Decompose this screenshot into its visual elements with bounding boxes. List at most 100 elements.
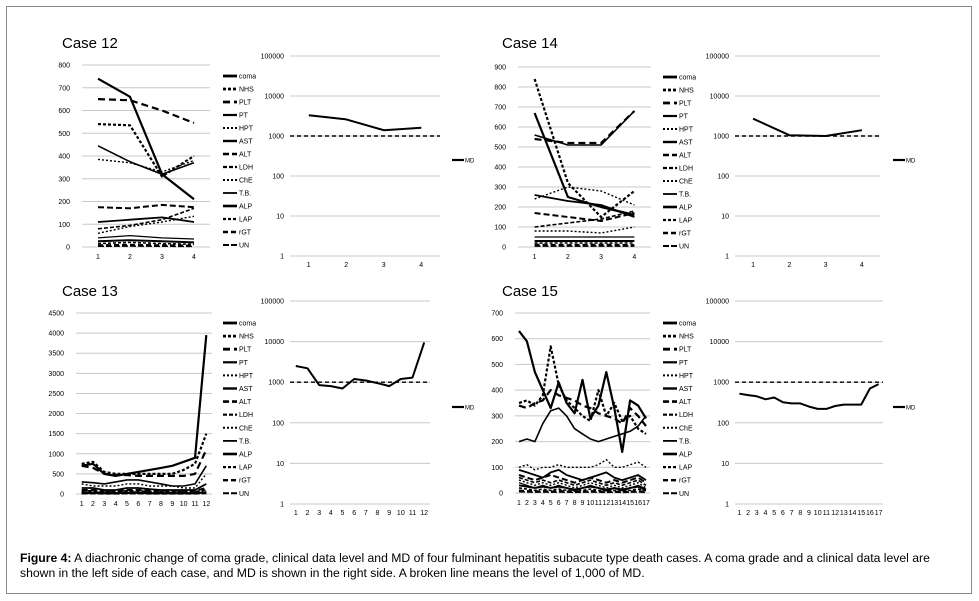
y-tick-label: 10000 xyxy=(710,94,730,101)
x-tick-label: 1 xyxy=(294,510,298,517)
x-tick-label: 9 xyxy=(807,510,811,517)
series-line-alp xyxy=(518,484,647,492)
series-line-coma xyxy=(518,330,647,453)
x-tick-label: 3 xyxy=(533,500,537,507)
y-tick-label: 0 xyxy=(499,491,503,498)
legend-label: PLT xyxy=(239,347,252,354)
x-tick-label: 6 xyxy=(781,510,785,517)
y-tick-label: 3000 xyxy=(48,371,64,378)
x-tick-label: 16 xyxy=(866,510,874,517)
y-tick-label: 600 xyxy=(58,108,70,115)
legend-label: ALT xyxy=(239,152,252,159)
series-line-hpt xyxy=(534,186,635,206)
series-line-md xyxy=(752,117,863,137)
x-tick-label: 17 xyxy=(642,500,650,507)
legend-label: NHS xyxy=(679,88,694,95)
x-tick-label: 3 xyxy=(317,510,321,517)
y-tick-label: 0 xyxy=(60,492,64,499)
y-tick-label: 800 xyxy=(58,63,70,70)
x-tick-label: 10 xyxy=(180,501,188,508)
x-tick-label: 10 xyxy=(587,500,595,507)
legend-label: rGT xyxy=(679,478,692,485)
x-tick-label: 7 xyxy=(565,500,569,507)
legend-label: NHS xyxy=(239,334,254,341)
legend-label: PLT xyxy=(679,101,692,108)
legend-label: T.B. xyxy=(239,438,251,445)
y-tick-label: 1000 xyxy=(713,380,729,387)
y-tick-label: 400 xyxy=(494,165,506,172)
series-line-coma xyxy=(97,77,195,201)
x-tick-label: 5 xyxy=(772,510,776,517)
y-tick-label: 100 xyxy=(717,420,729,427)
x-tick-label: 5 xyxy=(125,501,129,508)
x-tick-label: 8 xyxy=(573,500,577,507)
y-tick-label: 1 xyxy=(280,502,284,509)
x-tick-label: 4 xyxy=(114,501,118,508)
legend-label: HPT xyxy=(239,126,254,133)
x-tick-label: 12 xyxy=(202,501,210,508)
y-tick-label: 500 xyxy=(491,362,503,369)
x-tick-label: 3 xyxy=(824,262,828,269)
x-tick-label: 10 xyxy=(397,510,405,517)
series-line-alp xyxy=(97,239,195,244)
series-line-pt xyxy=(534,110,635,146)
x-tick-label: 8 xyxy=(798,510,802,517)
chart-panel-4: 1 10 100 1000 10000 100000 1 2 3 4 MD xyxy=(706,54,916,270)
caption-text: A diachronic change of coma grade, clini… xyxy=(20,551,930,580)
y-tick-label: 100 xyxy=(58,222,70,229)
y-tick-label: 1 xyxy=(725,254,729,261)
chart-panel-2: 1 10 100 1000 10000 100000 1 2 3 4 MD xyxy=(261,54,475,270)
legend-label: HPT xyxy=(239,373,254,380)
figure-frame xyxy=(6,6,972,594)
series-line-che xyxy=(534,226,635,234)
series-line-md xyxy=(739,383,880,410)
y-tick-label: 2500 xyxy=(48,391,64,398)
y-tick-label: 10000 xyxy=(265,94,285,101)
series-line-ldh xyxy=(97,207,195,230)
series-line-pt xyxy=(518,407,647,443)
x-tick-label: 7 xyxy=(790,510,794,517)
x-tick-label: 9 xyxy=(387,510,391,517)
legend-label: AST xyxy=(239,139,253,146)
y-tick-label: 100 xyxy=(494,225,506,232)
y-tick-label: 100 xyxy=(272,174,284,181)
series-line-coma xyxy=(81,334,208,477)
legend-label: PLT xyxy=(679,347,692,354)
legend-label: AST xyxy=(679,386,693,393)
x-tick-label: 8 xyxy=(159,501,163,508)
series-line-hpt xyxy=(518,458,647,471)
x-tick-label: 2 xyxy=(566,254,570,261)
legend-label: coma xyxy=(679,75,696,82)
y-tick-label: 600 xyxy=(494,125,506,132)
y-tick-label: 200 xyxy=(58,199,70,206)
y-tick-label: 0 xyxy=(502,245,506,252)
legend-label: HPT xyxy=(679,127,694,134)
y-tick-label: 900 xyxy=(494,65,506,72)
chart-panel-1: Case 12 0 100 200 300 400 500 600 700 800 1 2 3 4 coma… xyxy=(58,35,256,261)
y-tick-label: 300 xyxy=(494,185,506,192)
series-line-plt xyxy=(97,98,195,125)
series-line-alt xyxy=(518,474,647,484)
series-line-rgt xyxy=(97,243,195,247)
x-tick-label: 12 xyxy=(831,510,839,517)
x-tick-label: 8 xyxy=(376,510,380,517)
x-tick-label: 5 xyxy=(549,500,553,507)
x-tick-label: 5 xyxy=(341,510,345,517)
legend-label: ALP xyxy=(239,204,253,211)
legend-label: ChE xyxy=(239,425,253,432)
x-tick-label: 12 xyxy=(420,510,428,517)
legend-label: T.B. xyxy=(239,191,251,198)
series-line-hpt xyxy=(81,473,207,489)
legend-label: PT xyxy=(239,360,249,367)
x-tick-label: 2 xyxy=(525,500,529,507)
x-tick-label: 6 xyxy=(136,501,140,508)
y-tick-label: 1 xyxy=(725,502,729,509)
x-tick-label: 13 xyxy=(610,500,618,507)
series-line-nhs xyxy=(97,123,195,178)
x-tick-label: 1 xyxy=(96,254,100,261)
y-tick-label: 300 xyxy=(58,176,70,183)
legend-label: LAP xyxy=(679,465,693,472)
